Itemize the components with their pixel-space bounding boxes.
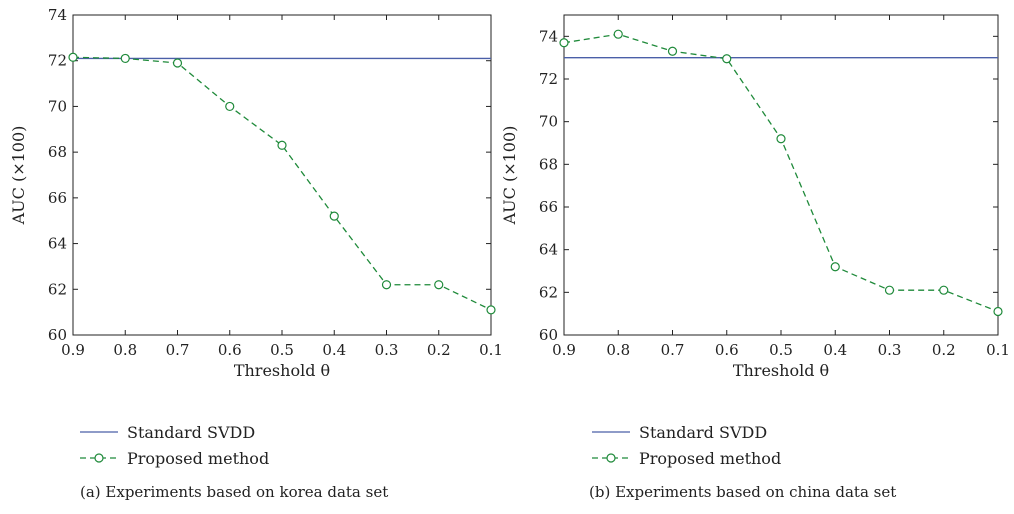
data-point: [225, 101, 235, 112]
x-tick-label: 0.2: [427, 341, 451, 359]
data-point: [559, 38, 569, 48]
data-point: [329, 211, 339, 221]
y-tick-label: 60: [48, 326, 67, 344]
y-tick-label: 60: [539, 326, 558, 344]
data-point: [277, 140, 287, 150]
y-tick-label: 62: [48, 280, 67, 298]
plot-frame: [72, 14, 492, 336]
legend-label-proposed-method: Proposed method: [639, 449, 781, 468]
x-tick-label: 0.4: [823, 341, 847, 359]
data-point: [613, 29, 623, 39]
x-tick-label: 0.9: [61, 341, 85, 359]
y-tick-label: 62: [539, 283, 558, 301]
x-tick-label: 0.7: [166, 341, 190, 359]
x-axis-label: Threshold θ: [733, 361, 829, 380]
x-tick-label: 0.6: [715, 341, 739, 359]
y-tick-label: 64: [539, 241, 558, 259]
data-point: [993, 306, 1003, 317]
y-tick-label: 70: [539, 113, 558, 131]
y-tick-label: 70: [48, 97, 67, 115]
y-tick-label: 68: [48, 143, 67, 161]
figure-caption: (b) Experiments based on china data set: [589, 483, 896, 501]
data-point: [722, 54, 732, 64]
x-tick-label: 0.1: [479, 341, 503, 359]
legend-marker-proposed-method: [94, 453, 104, 463]
plot-frame: [563, 14, 999, 336]
x-tick-label: 0.6: [218, 341, 242, 359]
series-line-proposed-method: [563, 33, 999, 313]
data-point: [486, 305, 496, 315]
chart-panel-a: 0.9 0.8 0.7 0.6 0.5 0.4 0.3 0.2 0.1 60 62 64 66 68 70 7…: [9, 6, 503, 501]
y-tick-label: 66: [48, 189, 67, 207]
y-tick-label: 74: [539, 27, 558, 45]
data-point: [381, 280, 392, 290]
y-tick-label: 66: [539, 198, 558, 216]
data-point: [434, 280, 444, 290]
y-tick-label: 72: [48, 52, 67, 70]
x-tick-label: 0.2: [932, 341, 956, 359]
chart-panel-b: 0.9 0.8 0.7 0.6 0.5 0.4 0.3 0.2 0.1 60 62 64 66 68 70 7…: [500, 14, 1010, 501]
y-axis-label: AUC (×100): [9, 126, 28, 226]
data-point: [68, 52, 78, 62]
data-point: [939, 285, 949, 295]
figure-caption: (a) Experiments based on korea data set: [80, 483, 388, 501]
legend-label-proposed-method: Proposed method: [127, 449, 269, 468]
x-tick-label: 0.1: [986, 341, 1010, 359]
y-tick-label: 68: [539, 155, 558, 173]
legend-label-standard-svdd: Standard SVDD: [639, 423, 767, 442]
x-tick-label: 0.8: [606, 341, 630, 359]
x-tick-label: 0.5: [270, 341, 294, 359]
data-point: [172, 58, 183, 68]
x-tick-label: 0.3: [375, 341, 399, 359]
y-tick-label: 72: [539, 70, 558, 88]
x-axis-label: Threshold θ: [234, 361, 330, 380]
series-line-proposed-method: [72, 56, 492, 311]
x-tick-label: 0.5: [769, 341, 793, 359]
data-point: [884, 285, 895, 295]
y-tick-label: 74: [48, 6, 67, 24]
x-tick-label: 0.3: [878, 341, 902, 359]
data-point: [776, 134, 786, 144]
x-tick-label: 0.7: [661, 341, 685, 359]
legend-marker-proposed-method: [606, 453, 616, 463]
legend-label-standard-svdd: Standard SVDD: [127, 423, 255, 442]
data-point: [830, 262, 840, 272]
x-tick-label: 0.9: [552, 341, 576, 359]
data-point: [667, 46, 678, 56]
y-axis-label: AUC (×100): [500, 126, 519, 226]
y-tick-label: 64: [48, 235, 67, 253]
data-point: [120, 53, 130, 64]
x-tick-label: 0.4: [322, 341, 346, 359]
x-tick-label: 0.8: [113, 341, 137, 359]
